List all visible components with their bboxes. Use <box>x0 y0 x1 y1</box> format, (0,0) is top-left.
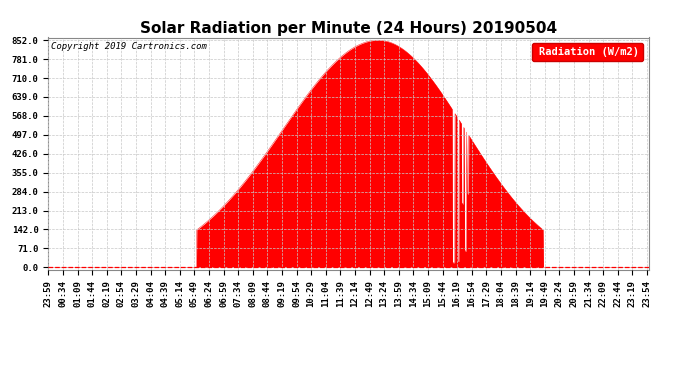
Title: Solar Radiation per Minute (24 Hours) 20190504: Solar Radiation per Minute (24 Hours) 20… <box>140 21 557 36</box>
Text: Copyright 2019 Cartronics.com: Copyright 2019 Cartronics.com <box>51 42 207 51</box>
Legend: Radiation (W/m2): Radiation (W/m2) <box>532 43 643 61</box>
